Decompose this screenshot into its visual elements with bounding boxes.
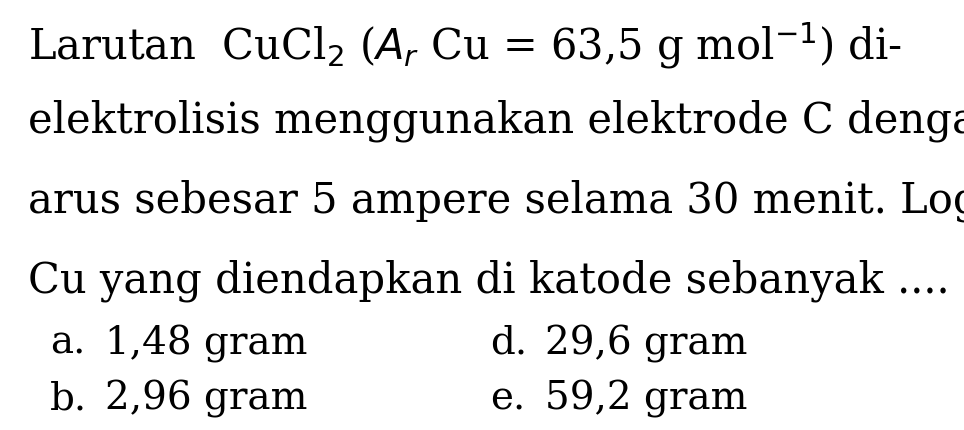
Text: elektrolisis menggunakan elektrode C dengan: elektrolisis menggunakan elektrode C den… [28,100,964,142]
Text: d.: d. [490,325,527,362]
Text: 1,48 gram: 1,48 gram [105,325,308,363]
Text: Larutan  CuCl$_2$ ($\mathit{A}_r$ Cu = 63,5 g mol$^{-1}$) di-: Larutan CuCl$_2$ ($\mathit{A}_r$ Cu = 63… [28,20,902,71]
Text: 29,6 gram: 29,6 gram [545,325,747,363]
Text: Cu yang diendapkan di katode sebanyak ....: Cu yang diendapkan di katode sebanyak ..… [28,260,950,302]
Text: a.: a. [50,325,86,362]
Text: arus sebesar 5 ampere selama 30 menit. Logam: arus sebesar 5 ampere selama 30 menit. L… [28,180,964,222]
Text: 2,96 gram: 2,96 gram [105,380,308,418]
Text: e.: e. [490,380,525,417]
Text: 59,2 gram: 59,2 gram [545,380,747,418]
Text: b.: b. [50,380,87,417]
